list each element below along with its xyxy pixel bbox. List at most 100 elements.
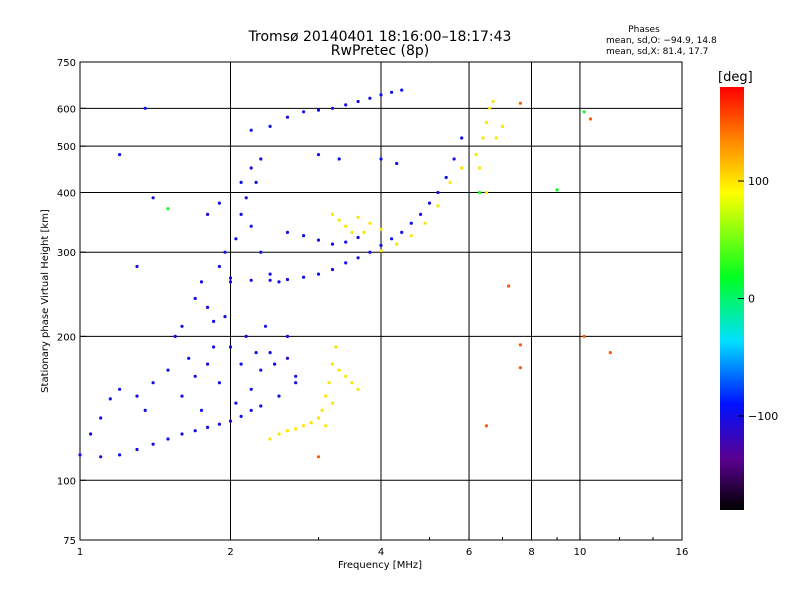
data-point [302,234,306,238]
data-point [444,175,448,180]
data-point [582,110,586,114]
data-point [249,387,253,391]
data-point [356,215,360,219]
data-point [337,218,341,222]
data-point [206,305,210,309]
data-point [330,267,335,272]
data-point [151,196,155,200]
data-point [344,103,348,107]
data-point [390,237,394,241]
data-point [460,166,464,170]
data-point [395,161,399,166]
data-point [484,190,488,195]
data-point [135,264,139,269]
data-point [259,404,263,408]
data-point [294,381,298,385]
data-point [324,394,328,398]
data-point [166,437,170,441]
data-point [582,334,586,338]
data-point [379,249,383,253]
data-point [368,250,372,254]
data-point [409,234,413,238]
data-point [217,381,221,385]
y-axis: 75 100 200 300 400 500 600 750 [57,58,86,547]
data-point [217,201,221,205]
data-point [199,408,204,412]
data-point [390,90,394,94]
data-point [249,224,253,228]
data-point [356,99,360,104]
colorbar-tick-label: −100 [748,410,778,423]
data-point [268,272,272,276]
data-point [199,280,204,284]
data-point [423,221,427,225]
data-point [166,207,170,211]
stats-x-mode: mean, sd,X: 81.4, 17.7 [606,47,708,57]
data-point [337,368,341,372]
data-point [316,108,321,112]
data-point [249,128,253,132]
y-tick-label: 600 [57,104,76,115]
data-point [135,447,139,452]
data-point [309,421,313,425]
data-point [419,212,423,216]
data-point [320,408,324,412]
data-point [395,242,399,246]
data-point [460,136,464,140]
data-point [239,212,243,216]
data-point [268,278,272,282]
data-point [143,408,147,412]
data-point [494,136,498,140]
data-point [249,408,253,412]
data-point [180,432,184,436]
chart-title-line1: Tromsø 20140401 18:16:00–18:17:43 [248,29,512,45]
data-point [330,106,335,110]
data-point [173,334,177,338]
data-point [228,419,233,423]
data-point [302,424,306,428]
stats-title: Phases [628,25,660,35]
data-point [151,442,155,446]
data-point [234,237,238,241]
data-point [337,157,341,161]
data-point [436,190,440,195]
data-point [294,374,298,378]
colorbar-tick-label: 0 [748,293,755,306]
chart-title-line2: RwPretec (8p) [331,43,429,59]
x-axis: 1 2 4 6 8 10 16 [77,534,688,558]
data-point [118,387,122,391]
data-point [254,351,258,355]
data-point [259,368,263,372]
data-point [285,429,290,433]
data-point [368,96,372,100]
data-point [99,416,103,420]
data-point [217,264,221,269]
data-point [436,204,440,208]
data-point [350,230,354,234]
data-point [217,422,221,426]
data-point [484,424,488,428]
data-point [268,124,272,128]
data-point [118,453,122,457]
data-point [285,277,290,282]
data-point [143,106,147,110]
data-point [316,455,321,459]
data-point [452,157,456,161]
data-point [484,121,488,125]
data-point [344,224,348,228]
data-point [285,230,290,234]
colorbar: [deg] 100 0 −100 [718,70,778,510]
data-point [249,278,253,282]
data-point [234,401,238,405]
data-point [212,319,216,323]
data-point [302,110,306,114]
data-point [379,227,383,231]
data-point [316,272,321,276]
data-point [228,280,233,284]
data-point [330,362,335,366]
data-point [518,101,523,105]
data-point [273,362,277,366]
data-point [334,345,338,349]
data-point [400,230,404,234]
y-axis-label: Stationary phase Virtual Height [km] [40,209,51,393]
